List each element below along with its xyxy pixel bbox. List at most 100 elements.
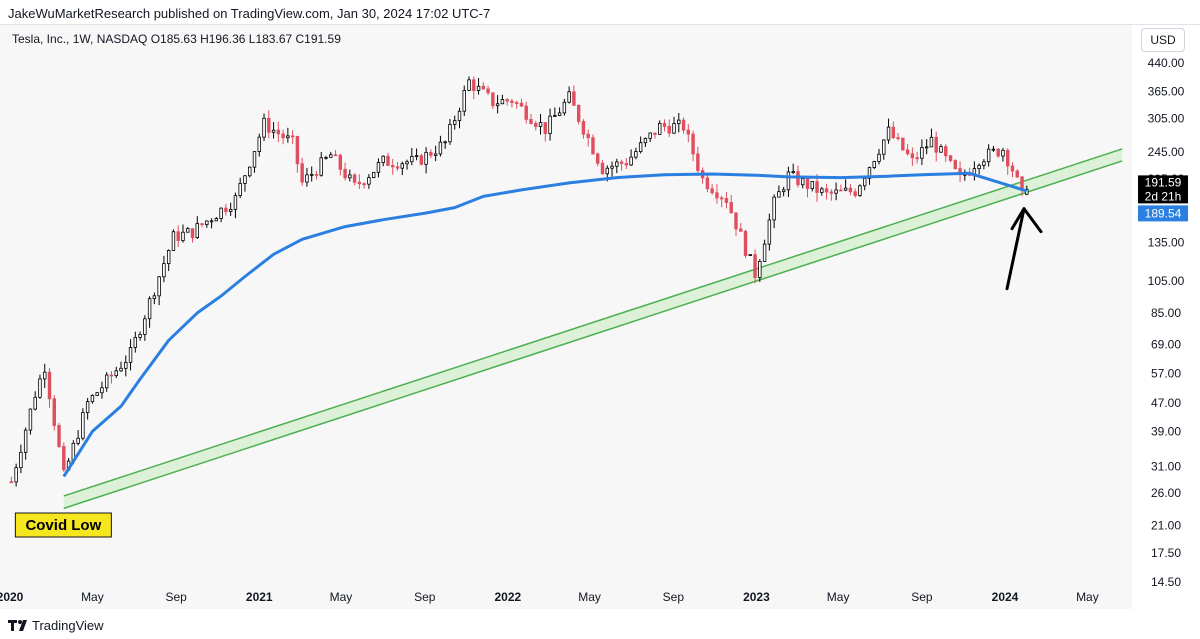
candle-body — [944, 146, 948, 157]
candle-body — [367, 177, 371, 185]
candle-body — [62, 446, 66, 471]
x-tick-label: Sep — [165, 590, 187, 604]
candle-body — [843, 187, 848, 191]
candle-body — [829, 191, 834, 194]
candle-body — [953, 160, 957, 169]
x-tick-label: 2021 — [246, 590, 273, 604]
candle-body — [500, 99, 505, 105]
x-tick-label: May — [330, 590, 353, 604]
footer-brand: TradingView — [32, 618, 104, 633]
candle-body — [262, 117, 266, 138]
candle-body — [986, 148, 991, 163]
candle-body — [696, 153, 700, 171]
trend-channel-lower — [63, 160, 1123, 510]
candle-body — [677, 119, 681, 125]
candle-body — [576, 105, 581, 122]
candle-body — [157, 276, 161, 297]
candle-body — [510, 100, 514, 104]
candle-body — [324, 156, 328, 159]
candle-body — [224, 207, 228, 213]
candle-body — [81, 412, 85, 439]
x-tick-label: May — [1076, 590, 1099, 604]
candle-body — [281, 133, 285, 139]
price-chart[interactable]: 440.00365.00305.00245.00205.00165.00135.… — [0, 25, 1200, 610]
candle-body — [929, 136, 934, 148]
x-tick-label: May — [81, 590, 104, 604]
candle-body — [143, 318, 147, 335]
candle-body — [128, 347, 133, 363]
candle-body — [85, 401, 90, 413]
candle-body — [791, 171, 795, 173]
y-tick-label: 85.00 — [1151, 306, 1181, 320]
candle-body — [52, 398, 56, 426]
candle-body — [910, 153, 915, 159]
candle-body — [781, 189, 786, 193]
y-tick-label: 39.00 — [1151, 424, 1181, 438]
candle-body — [233, 195, 238, 210]
candle-body — [462, 89, 466, 112]
candle-body — [28, 408, 33, 431]
candle-body — [767, 219, 772, 245]
bar-countdown: 2d 21h — [1145, 189, 1182, 203]
x-tick-label: May — [578, 590, 601, 604]
candle-body — [257, 136, 261, 152]
candle-body — [991, 148, 996, 151]
candle-body — [104, 374, 109, 389]
candle-body — [715, 192, 719, 199]
candle-body — [777, 191, 781, 198]
candle-body — [629, 156, 633, 166]
candle-body — [667, 126, 671, 134]
footer: TradingView — [0, 609, 1200, 639]
candle-body — [267, 117, 271, 133]
candle-body — [472, 79, 476, 91]
candle-body — [872, 161, 876, 168]
candle-body — [43, 371, 47, 380]
candle-body — [381, 155, 385, 163]
candle-body — [100, 387, 104, 394]
candle-body — [1006, 149, 1010, 167]
candle-body — [448, 124, 452, 143]
candle-body — [567, 91, 571, 103]
candle-body — [605, 167, 609, 175]
candle-body — [329, 154, 333, 158]
candle-body — [186, 228, 190, 233]
x-tick-label: May — [827, 590, 850, 604]
arrow-annotation-head — [1010, 207, 1043, 234]
chart-area[interactable]: 440.00365.00305.00245.00205.00165.00135.… — [0, 24, 1200, 610]
candle-body — [710, 188, 714, 194]
candle-body — [543, 122, 548, 135]
candle-body — [734, 212, 738, 230]
candle-body — [362, 183, 366, 186]
candle-body — [548, 115, 552, 135]
candle-body — [333, 154, 338, 157]
candle-body — [19, 451, 23, 469]
candle-body — [343, 168, 347, 179]
candle-body — [248, 166, 252, 177]
candle-body — [95, 392, 99, 396]
candle-body — [538, 122, 543, 127]
candle-body — [386, 155, 390, 166]
candle-body — [653, 132, 657, 135]
candle-body — [772, 196, 776, 221]
candle-body — [76, 437, 80, 444]
candle-body — [124, 361, 128, 369]
candle-body — [419, 155, 424, 165]
candle-body — [615, 161, 619, 167]
candle-body — [996, 148, 1000, 157]
candle-body — [33, 396, 37, 410]
candle-body — [286, 135, 290, 139]
x-tick-label: Sep — [414, 590, 436, 604]
candle-body — [400, 163, 404, 169]
currency-button[interactable]: USD — [1141, 28, 1185, 52]
candle-body — [171, 231, 176, 251]
candle-body — [47, 371, 52, 400]
candle-body — [977, 164, 981, 170]
candle-body — [719, 197, 724, 200]
publish-info: JakeWuMarketResearch published on Tradin… — [8, 6, 491, 21]
candle-body — [314, 173, 319, 176]
x-tick-label: 2020 — [0, 590, 24, 604]
candle-body — [357, 181, 362, 185]
candle-body — [391, 165, 395, 168]
y-tick-label: 57.00 — [1151, 367, 1181, 381]
candle-body — [848, 187, 853, 193]
